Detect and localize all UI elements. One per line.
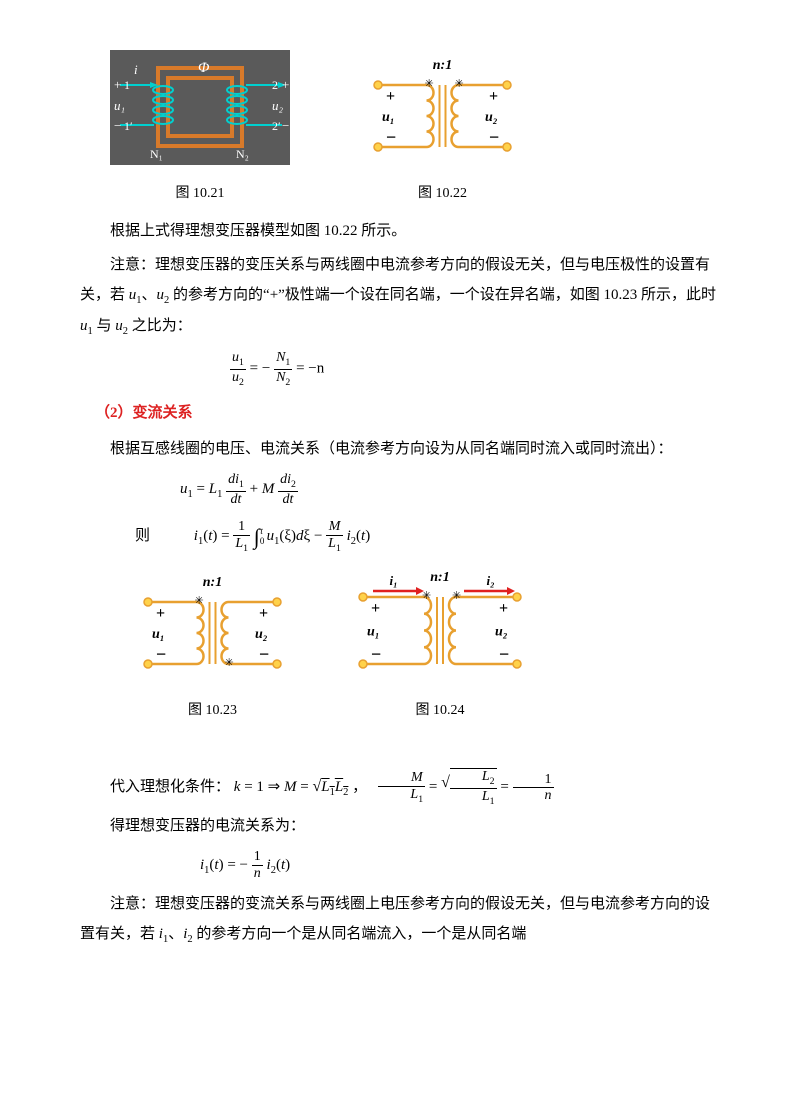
svg-text:✳: ✳ [455,78,464,90]
svg-text:n:1: n:1 [430,570,449,585]
svg-text:+: + [282,77,289,92]
para-model-intro: 根据上式得理想变压器模型如图 10.22 所示。 [80,216,720,246]
svg-text:−: − [114,118,121,133]
fig-caption-21: 图 10.21 [110,180,290,208]
minus-n: −n [308,361,324,377]
svg-text:n:1: n:1 [433,58,452,73]
svg-text:N₁: N₁ [150,147,163,161]
svg-text:✳: ✳ [195,595,204,607]
ideal-transformer-symbol-24: n:1 i₁ i₂ ✳ ✳ + − u₁ + − u₂ [345,567,535,682]
figure-10-23: n:1 ✳ ✳ + − u₁ + − u₂ 图 10.23 [130,572,295,725]
svg-text:✳: ✳ [225,657,234,669]
eq-i1-integral-row: 则 i1(t) = 1L1 ∫0t u1(ξ)dξ − ML1 i2(t) [135,515,720,559]
svg-text:✳: ✳ [422,590,431,602]
svg-text:u₂: u₂ [485,110,498,125]
svg-text:−: − [499,644,509,664]
transformer-core-diagram: iΦ+1−1′u₁2+2′−u₂N₁N₂ [110,50,290,165]
svg-text:−: − [386,127,396,147]
txt: 代入理想化条件： [110,779,230,795]
eq-voltage-ratio: u1u2 = − N1N2 = −n [230,350,720,388]
txt: 的参考方向一个是从同名端流入，一个是从同名端 [193,926,527,942]
fig-caption-22: 图 10.22 [360,180,525,208]
svg-text:u₁: u₁ [367,625,380,640]
svg-text:+: + [114,77,121,92]
svg-text:u₂: u₂ [272,98,284,113]
fig-caption-24: 图 10.24 [345,697,535,725]
u2-sym-b: u [115,318,123,334]
svg-text:−: − [259,644,269,664]
figures-row-1: iΦ+1−1′u₁2+2′−u₂N₁N₂ 图 10.21 n:1✳✳+−u₁+−… [110,50,720,208]
svg-text:−: − [156,644,166,664]
comma: ， [352,779,367,795]
txt: 、 [168,926,183,942]
svg-text:1′: 1′ [124,119,133,133]
svg-text:i: i [134,62,138,77]
svg-text:u₂: u₂ [255,627,268,642]
svg-text:u₁: u₁ [382,110,395,125]
svg-text:−: − [282,118,289,133]
svg-text:i₁: i₁ [390,573,398,588]
svg-text:+: + [386,88,395,105]
eq-mutual-voltage: u1 = L1 di1dt + M di2dt [180,472,720,507]
then-label: 则 [135,528,150,544]
txt: 与 [93,318,116,334]
svg-text:+: + [499,600,508,617]
txt: 之比为： [128,318,192,334]
eq-current-ratio: i1(t) = − 1n i2(t) [200,849,720,881]
figure-10-21: iΦ+1−1′u₁2+2′−u₂N₁N₂ 图 10.21 [110,50,290,208]
figures-row-2: n:1✳✳+−u₁+−u₂ 图 10.23 n:1i₁i₂✳✳+−u₁+−u₂ … [130,567,720,725]
svg-text:+: + [259,605,268,622]
para-ideal-cond: 代入理想化条件： k = 1 ⇒ M = √L1L2 ， ML1 = √L2L1… [80,767,720,807]
svg-text:+: + [489,88,498,105]
figure-10-22: n:1✳✳+−u₁+−u₂ 图 10.22 [360,55,525,208]
svg-text:+: + [156,605,165,622]
txt: 的参考方向的“+”极性端一个设在同名端，一个设在异名端，如图 10.23 所示，… [169,287,716,303]
eq-k1: k = 1 ⇒ M = √L1L2 [234,779,352,795]
ideal-transformer-symbol-23: n:1 ✳ ✳ + − u₁ + − u₂ [130,572,295,682]
fig-caption-23: 图 10.23 [130,697,295,725]
svg-text:1: 1 [124,78,130,92]
txt: 、 [142,287,157,303]
para-current-note: 注意：理想变压器的变流关系与两线圈上电压参考方向的假设无关，但与电流参考方向的设… [80,889,720,950]
svg-text:n:1: n:1 [203,575,222,590]
svg-text:2′: 2′ [272,119,281,133]
svg-text:−: − [489,127,499,147]
svg-text:u₁: u₁ [114,98,125,113]
svg-text:−: − [371,644,381,664]
svg-text:✳: ✳ [452,590,461,602]
svg-text:i₂: i₂ [487,573,495,588]
section-2-heading: （2）变流关系 [80,398,720,428]
u1-sym-b: u [80,318,88,334]
svg-text:Φ: Φ [198,60,210,76]
eq-i1-integral: i1(t) = 1L1 ∫0t u1(ξ)dξ − ML1 i2(t) [194,528,370,544]
para-voltage-note: 注意：理想变压器的变压关系与两线圈中电流参考方向的假设无关，但与电压极性的设置有… [80,250,720,342]
svg-text:N₂: N₂ [236,147,249,161]
ideal-transformer-symbol-22: n:1✳✳+−u₁+−u₂ [360,55,525,165]
svg-text:✳: ✳ [425,78,434,90]
svg-text:+: + [371,600,380,617]
u2-sym: u [157,287,165,303]
para-current-intro: 根据互感线圈的电压、电流关系（电流参考方向设为从同名端同时流入或同时流出）： [80,434,720,464]
para-current-result-intro: 得理想变压器的电流关系为： [80,811,720,841]
svg-text:u₁: u₁ [152,627,165,642]
figure-10-24: n:1 i₁ i₂ ✳ ✳ + − u₁ + − u₂ 图 10.24 [345,567,535,725]
svg-text:u₂: u₂ [495,625,508,640]
svg-text:2: 2 [272,78,278,92]
eq-ml-ratio: ML1 = √L2L1 = 1n [378,779,553,795]
